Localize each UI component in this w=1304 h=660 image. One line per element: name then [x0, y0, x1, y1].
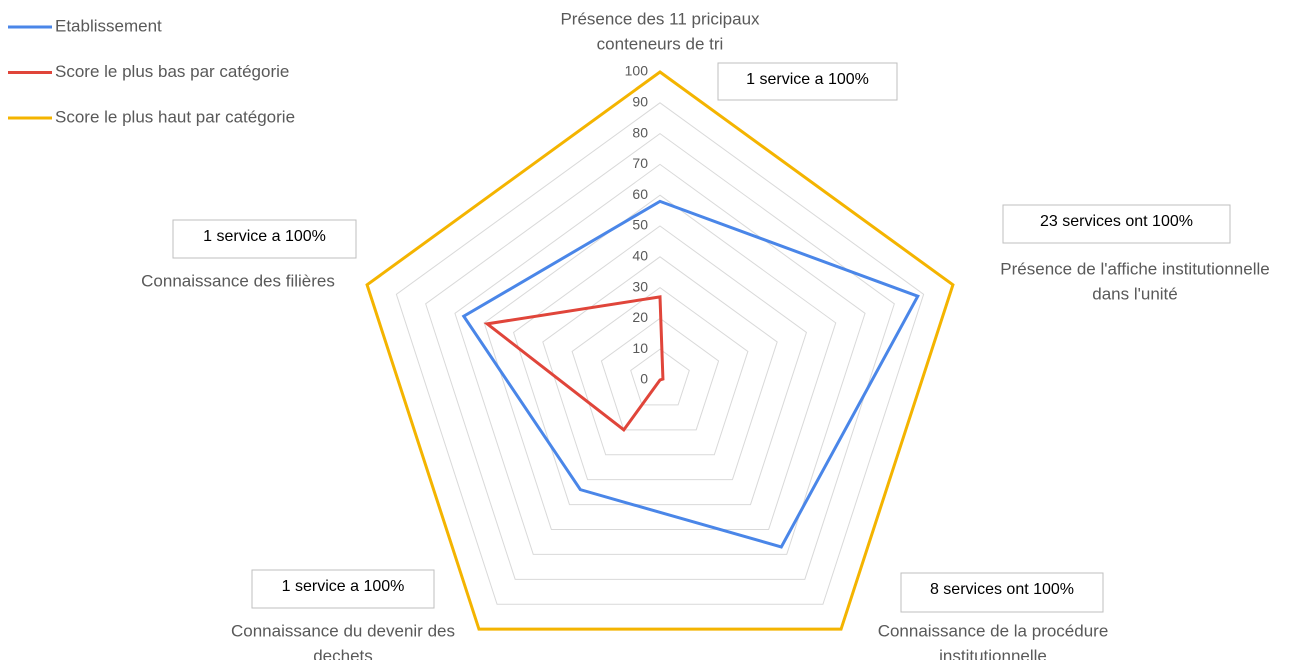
category-label: Connaissance du devenir des	[231, 621, 455, 640]
annotation: 1 service a 100%	[746, 71, 869, 88]
tick-label: 10	[632, 340, 648, 356]
grid-line	[542, 256, 778, 481]
annotation: 1 service a 100%	[282, 578, 405, 595]
annotation-box	[172, 219, 357, 259]
tick-label: 20	[632, 309, 648, 325]
tick-label: 80	[632, 124, 648, 140]
grid-line	[512, 225, 808, 506]
annotation: 8 services ont 100%	[930, 581, 1074, 598]
category-label: dechets	[313, 646, 373, 660]
annotation-box	[1002, 204, 1231, 244]
category-label: Présence des 11 pricipaux	[560, 9, 760, 28]
grid-line	[454, 163, 866, 555]
grid-line	[366, 71, 954, 630]
grid-line	[395, 102, 925, 605]
tick-label: 60	[632, 186, 648, 202]
annotation: 23 services ont 100%	[1040, 213, 1193, 230]
category-label: conteneurs de tri	[597, 34, 724, 53]
category-label: institutionnelle	[939, 646, 1047, 660]
legend-label: Score le plus bas par catégorie	[55, 62, 289, 81]
tick-label: 100	[625, 63, 649, 79]
grid-line	[483, 194, 837, 531]
category-label: Connaissance des filières	[141, 271, 335, 290]
grid-line	[630, 348, 690, 406]
series-line	[483, 295, 665, 432]
annotation-box	[251, 569, 435, 609]
annotation-box	[900, 572, 1104, 613]
legend-label: Etablissement	[55, 16, 162, 35]
series-line	[461, 199, 920, 549]
tick-label: 30	[632, 278, 648, 294]
tick-label: 0	[640, 371, 648, 387]
category-label: dans l'unité	[1092, 284, 1177, 303]
grid-line	[600, 317, 720, 431]
tick-label: 50	[632, 217, 648, 233]
category-label: Présence de l'affiche institutionnelle	[1000, 259, 1269, 278]
tick-label: 70	[632, 155, 648, 171]
annotation: 1 service a 100%	[203, 228, 326, 245]
legend-label: Score le plus haut par catégorie	[55, 107, 295, 126]
series-line	[365, 70, 955, 631]
tick-label: 40	[632, 248, 648, 264]
grid-line	[425, 132, 895, 580]
tick-label: 90	[632, 94, 648, 110]
annotation-box	[717, 62, 898, 101]
grid-line	[571, 286, 749, 456]
category-label: Connaissance de la procédure	[878, 621, 1109, 640]
